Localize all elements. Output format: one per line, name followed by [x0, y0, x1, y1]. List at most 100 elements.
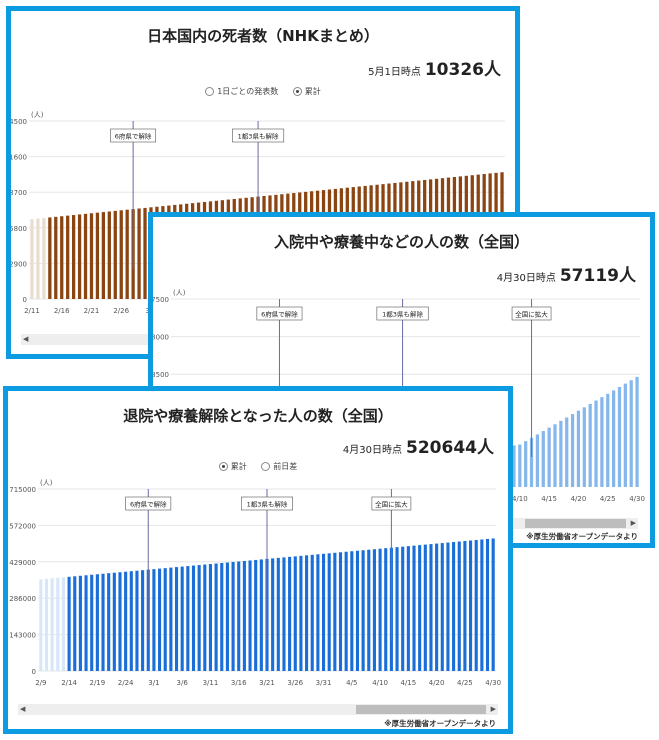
- hospital-scrollbar[interactable]: ▶: [513, 518, 638, 529]
- bar: [197, 565, 201, 671]
- recovered-toggle-diff[interactable]: 前日差: [261, 461, 297, 472]
- bar: [107, 573, 111, 671]
- annotation-box: [256, 306, 303, 321]
- recovered-chart-svg: 0 143000 286000 429000 572000 715000 (人) 6府県で解除…: [9, 479, 501, 687]
- scroll-right-icon[interactable]: ▶: [490, 705, 496, 713]
- bar: [56, 577, 60, 671]
- bar: [242, 560, 246, 671]
- bar: [541, 431, 545, 487]
- bar: [248, 560, 252, 671]
- x-tick-label: 3/21: [259, 679, 275, 687]
- bar: [395, 547, 399, 671]
- bar: [524, 441, 528, 487]
- bar: [305, 555, 309, 671]
- bar: [321, 553, 326, 671]
- y-tick-label: 286000: [9, 595, 36, 603]
- bar: [512, 445, 516, 487]
- bar: [89, 213, 94, 299]
- bar: [137, 208, 141, 299]
- recovered-toggle-cumulative[interactable]: 累計: [218, 461, 247, 472]
- bar: [629, 380, 633, 487]
- deaths-toggle-daily[interactable]: 1日ごとの発表数: [205, 86, 278, 97]
- bar: [418, 545, 422, 671]
- bar: [129, 571, 133, 671]
- scroll-left-icon[interactable]: ◀: [20, 705, 26, 713]
- scroll-right-icon[interactable]: ▶: [630, 519, 636, 527]
- deaths-toggle-cumulative[interactable]: 累計: [292, 86, 321, 97]
- y-tick-label: 78000: [153, 334, 169, 342]
- x-tick-label: 2/9: [35, 679, 46, 687]
- bar: [50, 578, 54, 671]
- bar: [480, 539, 484, 671]
- bar: [66, 215, 70, 299]
- bar: [463, 541, 467, 671]
- x-tick-label: 4/25: [600, 495, 616, 503]
- hospital-scrollbar-thumb[interactable]: [525, 519, 626, 528]
- bar: [169, 567, 173, 671]
- hospital-asof-label: 4月30日時点: [496, 273, 556, 284]
- bar: [95, 574, 99, 671]
- annotation-box: [511, 306, 552, 321]
- radio-selected-icon: [292, 87, 302, 96]
- bar: [412, 545, 416, 671]
- bar: [90, 574, 94, 671]
- x-tick-label: 2/21: [84, 307, 100, 315]
- bar: [84, 575, 88, 671]
- bar: [174, 567, 179, 671]
- bar: [299, 555, 303, 671]
- bar: [113, 210, 117, 299]
- deaths-asof-label: 5月1日時点: [368, 67, 421, 78]
- radio-icon: [205, 87, 215, 96]
- y-tick-label: 0: [23, 296, 27, 304]
- bar: [446, 542, 450, 671]
- x-tick-label: 4/5: [346, 679, 357, 687]
- bar: [67, 576, 71, 671]
- bar: [474, 540, 478, 671]
- bar: [143, 207, 147, 299]
- bar: [119, 210, 123, 299]
- bar: [406, 546, 410, 671]
- recovered-scrollbar-thumb[interactable]: [356, 705, 486, 714]
- bar: [576, 410, 581, 487]
- recovered-source: ※厚生労働省オープンデータより: [384, 719, 496, 728]
- bar: [125, 209, 129, 299]
- bar: [180, 566, 184, 671]
- bar: [225, 562, 229, 671]
- y-tick-label: 429000: [9, 559, 36, 567]
- bar: [77, 214, 82, 299]
- bar: [112, 572, 116, 671]
- bar: [54, 216, 58, 299]
- bar: [276, 557, 280, 671]
- bar: [559, 420, 563, 487]
- annotation-label: 1都3県も解除: [247, 500, 288, 509]
- x-tick-label: 4/30: [485, 679, 501, 687]
- annotation-label: 6府県で解除: [115, 132, 152, 141]
- bar: [372, 549, 376, 671]
- bar: [440, 543, 444, 671]
- x-tick-label: 4/15: [541, 495, 557, 503]
- y-tick-label: 11600: [11, 154, 27, 162]
- bar: [612, 390, 616, 487]
- annotation-box: [125, 496, 172, 511]
- x-tick-label: 3/16: [231, 679, 247, 687]
- x-tick-label: 3/26: [287, 679, 303, 687]
- bar: [435, 543, 439, 671]
- bar: [152, 569, 156, 671]
- annotation-box: [241, 496, 294, 511]
- scroll-left-icon[interactable]: ◀: [23, 335, 29, 343]
- bar: [158, 568, 162, 671]
- bar: [378, 548, 382, 671]
- annotation-box: [232, 128, 285, 143]
- bar: [259, 559, 263, 671]
- bar: [220, 563, 224, 671]
- radio-icon: [261, 462, 271, 471]
- x-tick-label: 2/14: [61, 679, 77, 687]
- radio-selected-icon: [218, 462, 228, 471]
- recovered-scrollbar[interactable]: ◀ ▶: [18, 704, 498, 715]
- bar: [141, 570, 145, 671]
- y-tick-label: 715000: [9, 486, 36, 494]
- bar: [107, 211, 111, 299]
- bar: [293, 556, 297, 671]
- bar: [617, 387, 622, 487]
- y-tick-label: 58500: [153, 371, 169, 379]
